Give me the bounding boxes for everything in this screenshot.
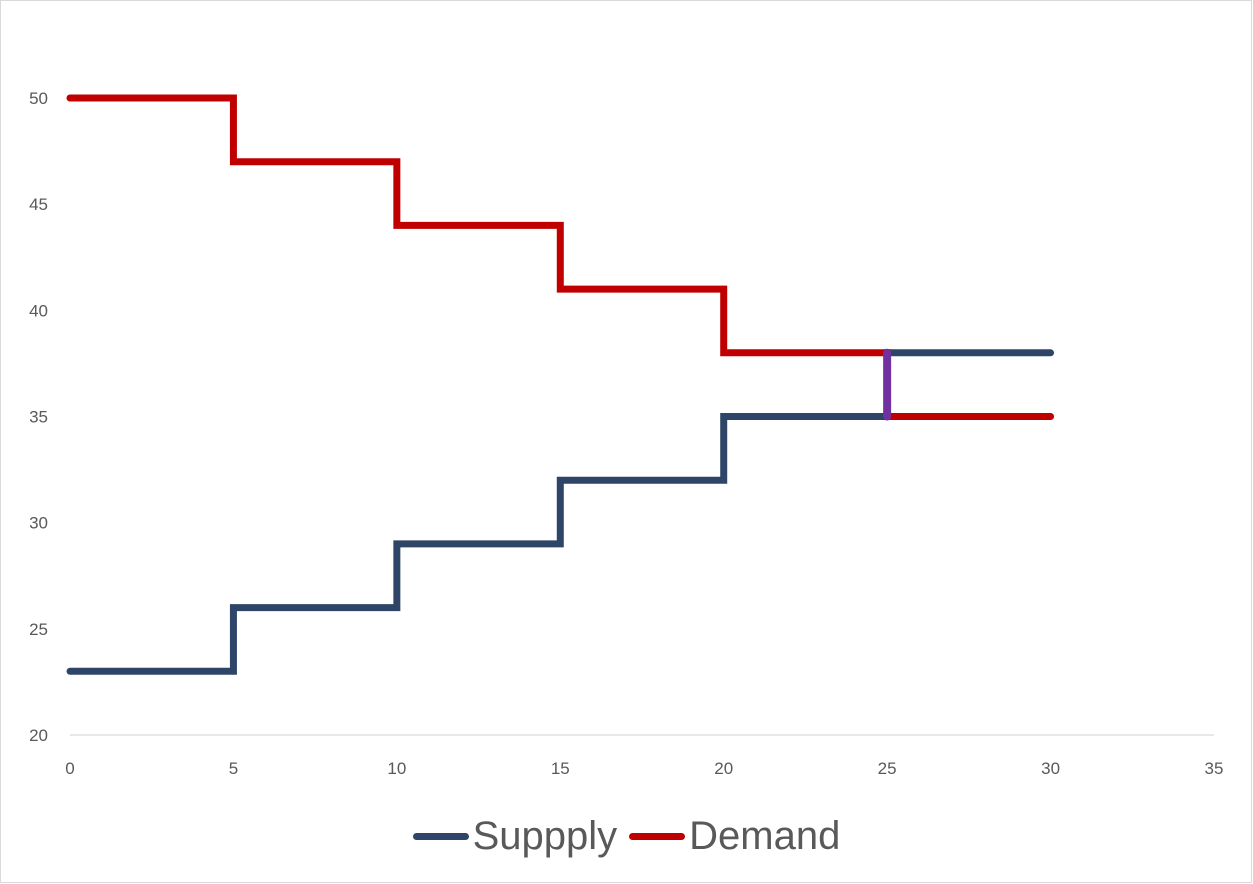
x-tick-label: 5 — [229, 759, 238, 778]
x-tick-label: 15 — [551, 759, 570, 778]
series-line-demand — [66, 94, 1055, 420]
legend-label-supply: Suppply — [472, 813, 618, 858]
x-tick-label: 30 — [1041, 759, 1060, 778]
axis-layer: 0 5 10 15 20 25 30 35 20 25 30 35 40 45 50 — [29, 89, 1223, 778]
y-tick-label: 35 — [29, 408, 48, 427]
y-tick-label: 45 — [29, 195, 48, 214]
legend-item-supply: Suppply — [412, 813, 618, 859]
legend-label-demand: Demand — [689, 813, 841, 858]
legend: Suppply Demand — [0, 806, 1253, 866]
legend-swatch-demand — [629, 832, 686, 840]
x-tick-label: 35 — [1205, 759, 1224, 778]
y-tick-label: 20 — [29, 726, 48, 745]
y-tick-label: 25 — [29, 620, 48, 639]
legend-item-demand: Demand — [629, 814, 840, 859]
x-tick-label: 10 — [387, 759, 406, 778]
series-line-suppply — [66, 349, 1055, 675]
x-tick-label: 0 — [65, 759, 74, 778]
y-tick-label: 50 — [29, 89, 48, 108]
series-layer — [66, 94, 1055, 675]
y-tick-label: 40 — [29, 301, 48, 320]
x-tick-label: 25 — [878, 759, 897, 778]
legend-swatch-supply — [412, 832, 469, 840]
x-tick-label: 20 — [714, 759, 733, 778]
y-tick-label: 30 — [29, 514, 48, 533]
